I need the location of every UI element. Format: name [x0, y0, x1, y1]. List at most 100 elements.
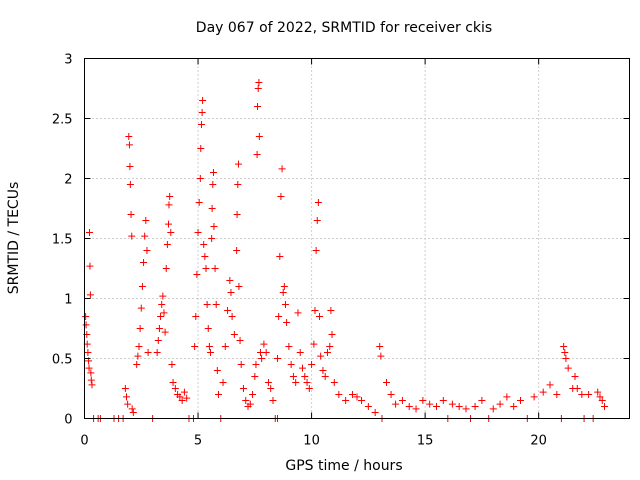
data-point	[254, 103, 262, 110]
data-point	[235, 283, 243, 290]
data-point	[316, 313, 324, 320]
data-point	[144, 349, 152, 356]
data-point	[192, 313, 200, 320]
data-point	[330, 379, 338, 386]
data-point	[157, 313, 165, 320]
data-point	[165, 220, 173, 228]
data-point	[202, 265, 210, 272]
data-point	[319, 367, 327, 374]
x-tick-label: 10	[303, 434, 320, 449]
data-point	[377, 352, 385, 360]
data-point	[128, 232, 136, 240]
data-point	[539, 388, 547, 396]
data-point	[124, 400, 132, 408]
data-point	[209, 169, 217, 176]
data-point	[212, 301, 220, 308]
y-tick-label: 3	[64, 53, 72, 68]
data-point	[278, 165, 286, 173]
data-point	[432, 403, 440, 410]
data-point	[125, 133, 133, 140]
data-point	[301, 373, 309, 380]
data-point	[197, 121, 205, 128]
data-point	[86, 262, 94, 270]
data-point	[140, 259, 148, 266]
y-tick-label: 2.5	[52, 113, 73, 128]
data-point	[269, 397, 277, 404]
data-point	[313, 217, 321, 224]
x-tick-label: 0	[80, 434, 88, 449]
data-point	[275, 313, 283, 320]
data-point	[199, 97, 207, 104]
data-point	[405, 403, 413, 410]
data-point	[311, 307, 319, 314]
data-point	[136, 325, 144, 332]
data-point	[371, 409, 379, 416]
data-point	[546, 381, 554, 389]
data-point	[193, 271, 201, 278]
data-point	[285, 343, 293, 350]
data-point	[161, 328, 169, 336]
data-point	[178, 397, 186, 404]
data-point	[326, 343, 334, 350]
y-tick-label: 0.5	[52, 353, 73, 368]
data-point	[191, 343, 199, 350]
data-point	[180, 388, 188, 396]
data-point	[258, 355, 266, 362]
data-point	[84, 349, 92, 356]
data-point	[564, 364, 572, 372]
data-point	[228, 313, 236, 320]
data-point	[197, 145, 205, 152]
data-point	[594, 388, 602, 396]
data-point	[294, 309, 302, 317]
data-point	[154, 337, 162, 344]
data-point	[126, 181, 134, 188]
data-point	[510, 403, 518, 410]
data-point	[310, 340, 318, 348]
data-point	[226, 277, 234, 284]
data-point	[134, 352, 142, 360]
data-point	[530, 393, 538, 401]
data-point	[412, 405, 420, 413]
data-point	[503, 393, 511, 401]
data-point	[383, 379, 391, 386]
y-tick-label: 1	[64, 293, 72, 308]
data-point	[267, 385, 275, 392]
data-point	[176, 393, 184, 401]
data-point	[342, 397, 350, 404]
data-point	[292, 379, 300, 386]
data-point	[281, 301, 289, 308]
data-point	[264, 379, 272, 386]
data-point	[142, 217, 150, 224]
data-point	[601, 403, 609, 410]
data-point	[125, 141, 133, 149]
data-point	[224, 307, 232, 314]
data-point	[426, 400, 434, 408]
data-point	[327, 307, 335, 314]
data-point	[246, 400, 254, 408]
data-point	[194, 229, 202, 236]
data-point	[137, 304, 145, 312]
data-point	[276, 253, 284, 260]
data-point	[317, 352, 325, 360]
data-point	[160, 309, 168, 317]
data-point	[158, 301, 166, 308]
data-point	[348, 391, 356, 398]
data-point	[305, 385, 313, 392]
data-point	[166, 193, 174, 200]
data-point	[262, 349, 270, 356]
data-point	[143, 247, 151, 254]
data-point	[562, 355, 570, 362]
x-tick-label: 5	[194, 434, 202, 449]
data-point	[289, 373, 297, 380]
x-axis-label: GPS time / hours	[285, 458, 402, 474]
data-point	[387, 391, 395, 398]
data-point	[283, 319, 291, 326]
data-point	[236, 337, 244, 344]
data-point	[239, 385, 247, 392]
data-point	[127, 211, 135, 218]
data-point	[126, 163, 134, 170]
data-point	[439, 397, 447, 404]
data-point	[335, 391, 343, 398]
data-point	[308, 361, 316, 368]
x-tick-label: 20	[530, 434, 547, 449]
